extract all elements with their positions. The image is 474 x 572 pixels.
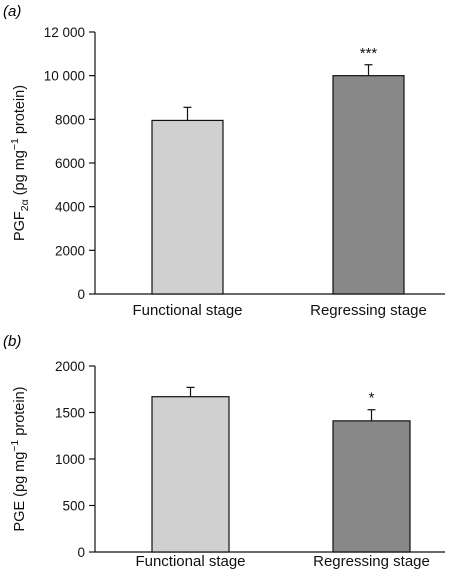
significance-marker: *** (360, 45, 378, 62)
panel-label-a: (a) (3, 3, 21, 20)
y-tick-label: 6000 (55, 156, 85, 171)
panel-a: (a) PGF2α (pg mg−1 protein) 0 2000 4000 600… (3, 3, 445, 319)
bars-a: Functional stage *** Regressing stage (132, 45, 426, 319)
y-tick-label: 500 (62, 499, 85, 514)
y-tick-label: 1500 (55, 406, 85, 421)
y-tick-label: 2000 (55, 243, 85, 258)
bar-regressing (332, 75, 405, 295)
x-category-label: Regressing stage (310, 302, 427, 319)
y-tick-label: 8000 (55, 112, 85, 127)
y-tick-label: 2000 (55, 359, 85, 374)
x-category-label: Functional stage (132, 302, 242, 319)
x-category-label: Regressing stage (313, 553, 430, 570)
y-tick-label: 12 000 (44, 25, 85, 40)
y-tick-label: 0 (77, 287, 85, 302)
y-tick-label: 1000 (55, 452, 85, 467)
bar-functional (151, 119, 224, 295)
y-axis-label-a: PGF2α (pg mg−1 protein) (9, 85, 31, 241)
panel-b: (b) PGE (pg mg−1 protein) 0 500 1000 1500 20… (0, 330, 474, 572)
y-axis-label-b: PGE (pg mg−1 protein) (9, 387, 28, 532)
bar-regressing (332, 420, 411, 553)
bar-functional (151, 396, 230, 553)
chart-b: (b) PGE (pg mg−1 protein) 0 500 1000 1500 20… (3, 333, 445, 570)
y-axis-label-text: PGF2α (pg mg−1 protein) (9, 85, 31, 241)
y-tick-label: 10 000 (44, 69, 85, 84)
panel-label-b: (b) (3, 333, 21, 350)
x-category-label: Functional stage (135, 553, 245, 570)
significance-marker: * (369, 390, 375, 407)
y-tick-label: 4000 (55, 200, 85, 215)
y-axis-label-text: PGE (pg mg−1 protein) (9, 387, 28, 532)
y-tick-label: 0 (77, 545, 85, 560)
axes-a: 0 2000 4000 6000 8000 10 000 12 000 (44, 25, 445, 302)
chart-a: (a) PGF2α (pg mg−1 protein) 0 2000 4000 600… (3, 3, 445, 319)
bars-b: Functional stage * Regressing stage (135, 386, 430, 570)
